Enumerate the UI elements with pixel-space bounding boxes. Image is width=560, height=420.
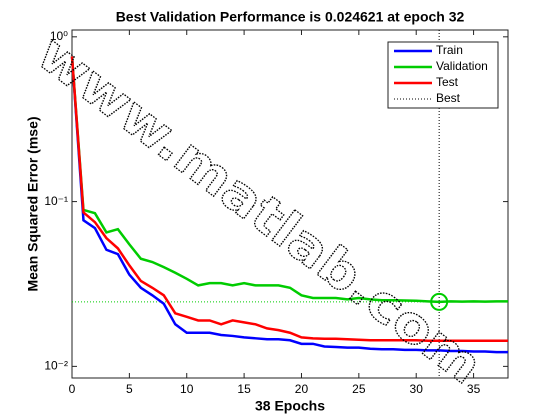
y-tick-label: 10⁻¹ (44, 194, 68, 208)
chart-title: Best Validation Performance is 0.024621 … (116, 9, 465, 25)
legend-label: Test (436, 75, 459, 89)
x-tick-label: 15 (237, 382, 251, 396)
x-tick-label: 20 (295, 382, 309, 396)
legend-box (387, 41, 499, 109)
y-tick-label: 10⁰ (50, 29, 68, 43)
x-axis-label: 38 Epochs (255, 398, 325, 414)
y-tick-label: 10⁻² (44, 359, 68, 373)
x-tick-label: 35 (467, 382, 481, 396)
series-line (70, 56, 508, 343)
best-marker (430, 292, 449, 311)
series-line (70, 56, 508, 304)
x-tick-label: 30 (410, 382, 424, 396)
series-line (70, 56, 508, 354)
x-tick-label: 0 (69, 382, 76, 396)
legend-label: Validation (436, 59, 488, 73)
y-axis-label: Mean Squared Error (mse) (25, 116, 41, 291)
legend-label: Best (436, 91, 461, 105)
legend-label: Train (436, 43, 463, 57)
x-tick-label: 10 (180, 382, 194, 396)
x-tick-label: 25 (352, 382, 366, 396)
x-tick-label: 5 (126, 382, 133, 396)
